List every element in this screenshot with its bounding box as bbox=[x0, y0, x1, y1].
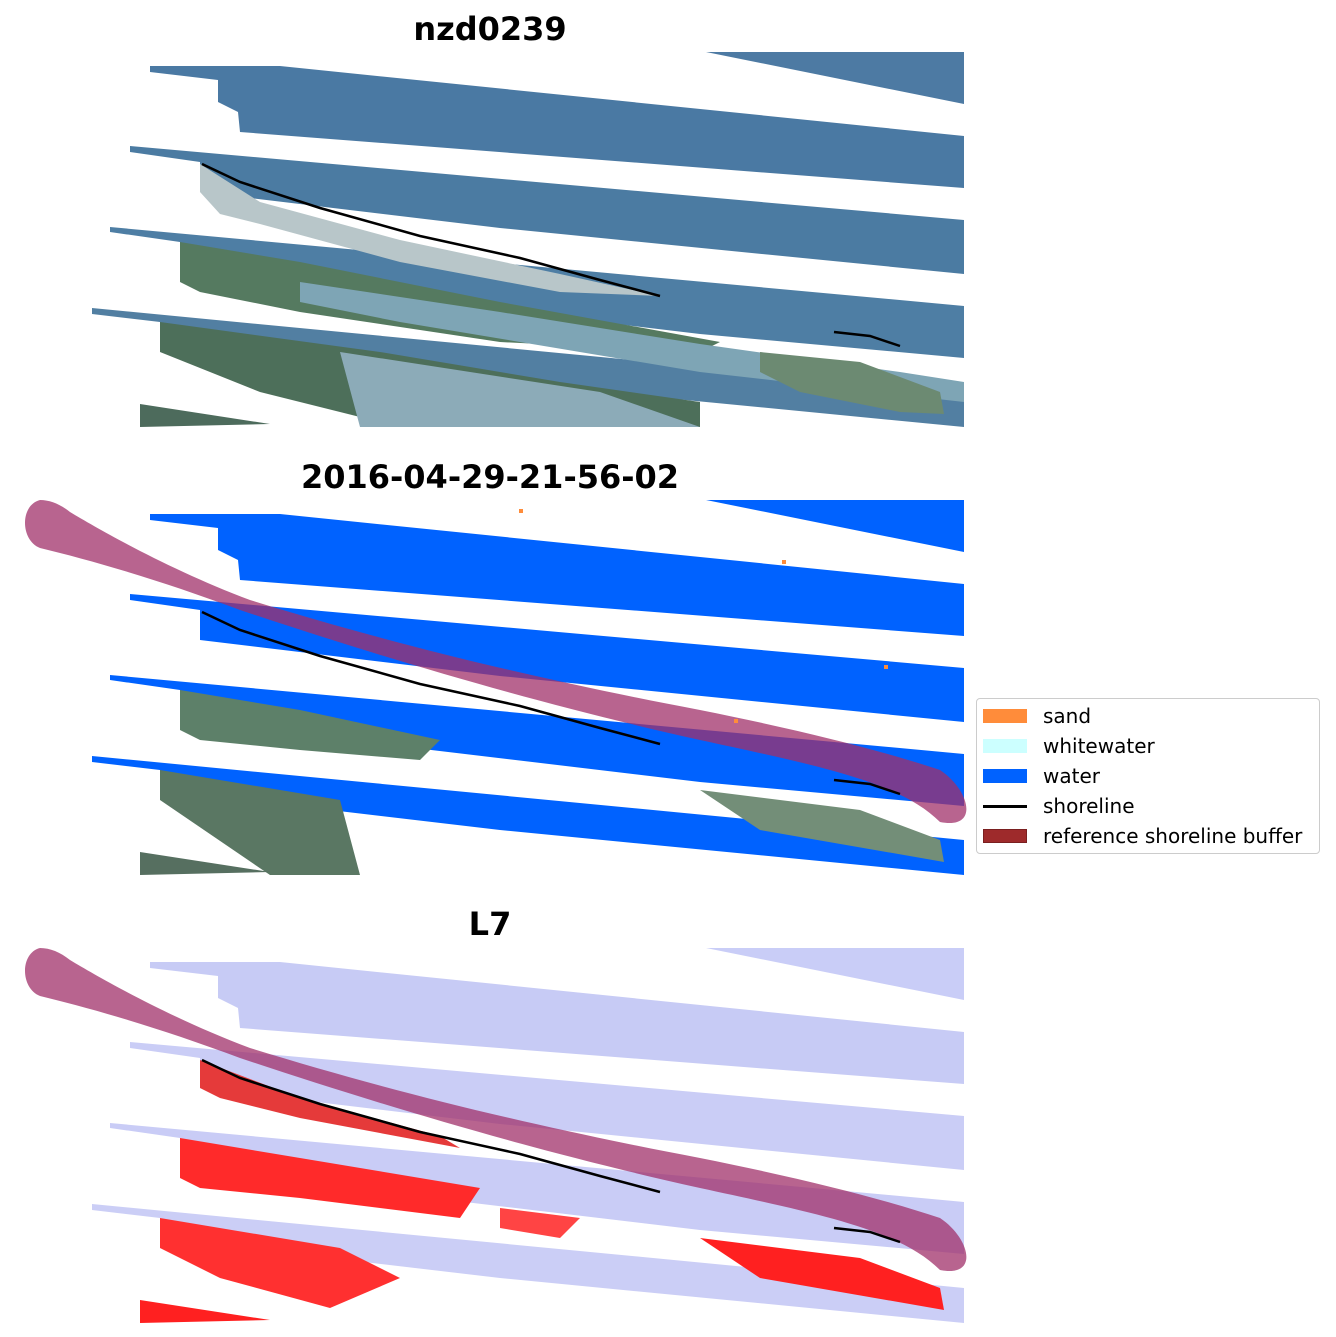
index-water-strip bbox=[150, 962, 964, 1084]
index-land bbox=[160, 1218, 400, 1308]
classified-strips bbox=[92, 500, 964, 875]
rgb-land-strip bbox=[140, 404, 270, 427]
shoreline-line bbox=[201, 1058, 661, 1194]
shoreline-line bbox=[833, 778, 901, 796]
classified-image-panel bbox=[25, 500, 967, 875]
water-class-strip bbox=[92, 756, 964, 875]
rgb-land-strip bbox=[180, 242, 720, 352]
legend-item-whitewater: whitewater bbox=[983, 731, 1313, 759]
legend-label-buffer: reference shoreline buffer bbox=[1043, 824, 1303, 848]
rgb-island bbox=[760, 352, 944, 414]
shoreline-line bbox=[833, 330, 901, 348]
rgb-strips bbox=[92, 52, 964, 427]
index-strips bbox=[92, 948, 964, 1323]
rgb-lagoon bbox=[340, 352, 700, 427]
shoreline-swatch bbox=[983, 805, 1027, 808]
legend: sand whitewater water shoreline referenc… bbox=[976, 698, 1320, 854]
panel-title-rgb: nzd0239 bbox=[413, 10, 567, 48]
legend-item-water: water bbox=[983, 761, 1313, 789]
water-swatch bbox=[983, 769, 1027, 783]
sand-swatch bbox=[983, 709, 1027, 723]
water-class-strip bbox=[282, 500, 964, 552]
index-water-strip bbox=[282, 948, 964, 1000]
panel-title-classified: 2016-04-29-21-56-02 bbox=[300, 458, 680, 496]
index-land bbox=[180, 1138, 480, 1218]
shoreline-line bbox=[201, 162, 661, 298]
index-land bbox=[140, 1300, 270, 1323]
rgb-ocean-strip bbox=[150, 66, 964, 188]
index-land bbox=[700, 1238, 944, 1310]
legend-label-whitewater: whitewater bbox=[1043, 734, 1155, 758]
sand-pixel bbox=[782, 560, 786, 564]
reference-shoreline-buffer bbox=[25, 500, 967, 824]
sand-pixel bbox=[519, 509, 523, 513]
rgb-beach bbox=[200, 164, 660, 296]
sand-pixel bbox=[884, 665, 888, 669]
reference-shoreline-buffer bbox=[25, 948, 967, 1272]
legend-item-sand: sand bbox=[983, 701, 1313, 729]
water-class-strip bbox=[130, 594, 964, 722]
classified-land bbox=[180, 690, 440, 760]
sand-pixel bbox=[734, 719, 738, 723]
classified-land bbox=[160, 770, 360, 875]
rgb-ocean-strip bbox=[110, 227, 964, 358]
index-land bbox=[500, 1208, 580, 1238]
legend-item-shoreline: shoreline bbox=[983, 791, 1313, 819]
water-class-strip bbox=[150, 514, 964, 636]
classified-land bbox=[700, 790, 944, 862]
whitewater-swatch bbox=[983, 739, 1027, 753]
index-water-strip bbox=[130, 1042, 964, 1170]
index-water-strip bbox=[110, 1123, 964, 1254]
rgb-image-panel bbox=[92, 52, 964, 427]
index-water-strip bbox=[92, 1204, 964, 1323]
shoreline-line bbox=[833, 1226, 901, 1244]
index-image-panel bbox=[25, 948, 967, 1323]
shoreline-line bbox=[201, 610, 661, 746]
panel-title-index: L7 bbox=[468, 905, 512, 943]
legend-label-water: water bbox=[1043, 764, 1100, 788]
legend-label-sand: sand bbox=[1043, 704, 1092, 728]
buffer-swatch bbox=[983, 829, 1027, 843]
legend-item-buffer: reference shoreline buffer bbox=[983, 821, 1313, 849]
rgb-ocean-strip bbox=[130, 146, 964, 274]
legend-label-shoreline: shoreline bbox=[1043, 794, 1135, 818]
rgb-ocean-strip bbox=[282, 52, 964, 104]
water-class-strip bbox=[110, 675, 964, 806]
classified-land bbox=[140, 852, 270, 875]
rgb-ocean-strip bbox=[92, 308, 964, 427]
